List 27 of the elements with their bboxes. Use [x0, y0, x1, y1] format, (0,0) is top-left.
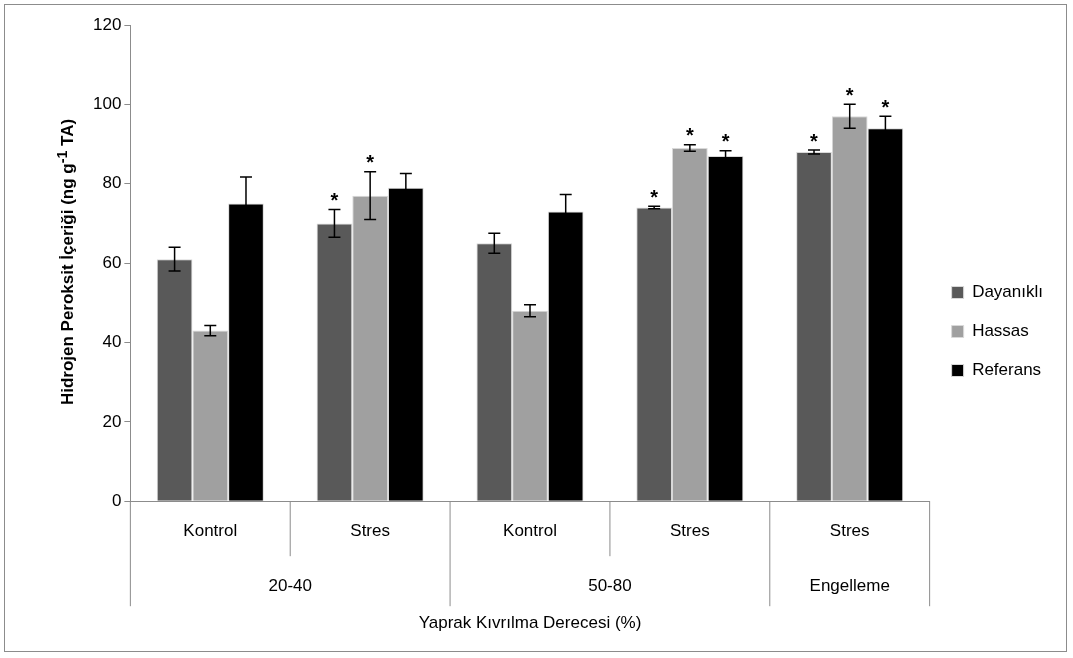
y-tick-label: 60: [102, 252, 122, 272]
data-label: *: [845, 83, 854, 106]
data-label: *: [330, 189, 339, 212]
data-label: *: [650, 185, 659, 208]
data-label: *: [881, 95, 890, 118]
y-tick-label: 40: [102, 332, 122, 352]
y-tick-label: 120: [92, 14, 122, 34]
legend-label: Dayanıklı: [972, 282, 1044, 302]
x-tick-label: Kontrol: [503, 521, 557, 541]
data-label: *: [685, 124, 694, 147]
legend-label: Hassas: [972, 321, 1029, 341]
data-label: *: [810, 129, 819, 152]
x-axis-title: Yaprak Kıvrılma Derecesi (%): [418, 613, 642, 633]
y-tick-label: 20: [102, 411, 122, 431]
y-tick-label: 100: [92, 94, 122, 114]
text: Engelleme: [809, 575, 890, 595]
text: 50-80: [588, 575, 632, 595]
y-tick-label: 80: [102, 173, 122, 193]
x-tick-label: Stres: [829, 521, 870, 541]
x-tick-label: Kontrol: [183, 521, 238, 541]
x-tick-label: Stres: [670, 521, 710, 541]
x-tick-label: Stres: [350, 521, 390, 541]
text: 20-40: [268, 575, 312, 595]
legend-label: Referans: [972, 360, 1042, 380]
data-label: *: [366, 151, 375, 174]
y-tick-label: 0: [111, 490, 122, 510]
data-label: *: [721, 130, 730, 153]
